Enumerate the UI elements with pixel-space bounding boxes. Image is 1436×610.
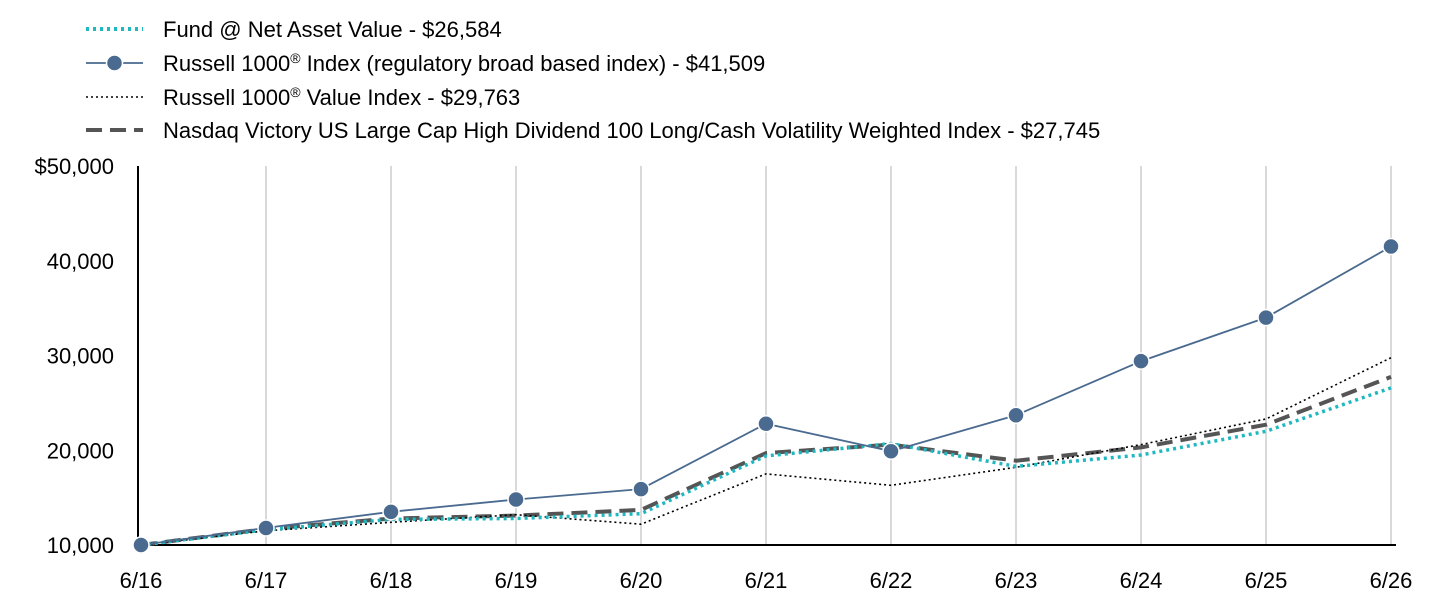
y-tick-label: $50,000	[34, 154, 114, 179]
chart-legend: Fund @ Net Asset Value - $26,584 Russell …	[86, 17, 1100, 143]
legend-label: Russell 1000® Index (regulatory broad ba…	[163, 50, 765, 76]
y-tick-label: 10,000	[47, 533, 114, 558]
data-point-6-26	[1382, 237, 1400, 256]
x-tick-label: 6/22	[870, 568, 913, 593]
legend-label-part: Russell 1000	[163, 51, 290, 76]
x-tick-label: 6/21	[745, 568, 788, 593]
legend-label-part: Index (regulatory broad based index) - $…	[301, 51, 766, 76]
data-point-6-21	[757, 414, 775, 433]
series-line-3	[140, 375, 1392, 547]
legend-label: Nasdaq Victory US Large Cap High Dividen…	[163, 118, 1100, 143]
data-point-6-19	[507, 490, 525, 509]
chart-series	[132, 237, 1400, 554]
series-line-2	[140, 356, 1392, 546]
legend-item-1: Russell 1000® Index (regulatory broad ba…	[86, 50, 765, 76]
legend-label: Russell 1000® Value Index - $29,763	[163, 84, 520, 110]
y-tick-label: 20,000	[47, 438, 114, 463]
y-tick-label: 40,000	[47, 249, 114, 274]
x-tick-label: 6/26	[1370, 568, 1413, 593]
data-point-6-17	[257, 519, 275, 537]
legend-marker	[105, 54, 124, 72]
legend-label-part: Value Index - $29,763	[301, 85, 521, 110]
legend-item-3: Nasdaq Victory US Large Cap High Dividen…	[86, 118, 1100, 143]
y-tick-label: 30,000	[47, 344, 114, 369]
registered-mark: ®	[290, 84, 301, 100]
x-tick-label: 6/18	[370, 568, 413, 593]
data-point-6-22	[882, 442, 900, 460]
x-tick-label: 6/19	[495, 568, 538, 593]
axis-tick-labels: 6/16 6/17 6/18 6/19 6/20 6/21 6/22 6/23 6/24 6/25…	[34, 154, 1412, 593]
x-tick-label: 6/25	[1245, 568, 1288, 593]
data-point-6-24	[1132, 352, 1150, 370]
vertical-gridlines	[265, 166, 1392, 545]
x-tick-label: 6/23	[995, 568, 1038, 593]
x-tick-label: 6/16	[120, 568, 163, 593]
data-point-6-25	[1257, 308, 1275, 327]
x-tick-label: 6/24	[1120, 568, 1163, 593]
registered-mark: ®	[290, 50, 301, 66]
legend-label: Fund @ Net Asset Value - $26,584	[163, 17, 502, 42]
legend-item-2: Russell 1000® Value Index - $29,763	[86, 84, 520, 110]
data-point-6-18	[382, 503, 400, 521]
legend-label-part: Russell 1000	[163, 85, 290, 110]
data-point-6-20	[632, 480, 650, 498]
chart-axes	[137, 166, 1396, 546]
x-tick-label: 6/17	[245, 568, 288, 593]
data-point-6-16	[132, 536, 150, 554]
x-tick-label: 6/20	[620, 568, 663, 593]
data-point-6-23	[1007, 406, 1025, 424]
series-line-0	[140, 386, 1392, 547]
legend-item-0: Fund @ Net Asset Value - $26,584	[86, 17, 502, 42]
